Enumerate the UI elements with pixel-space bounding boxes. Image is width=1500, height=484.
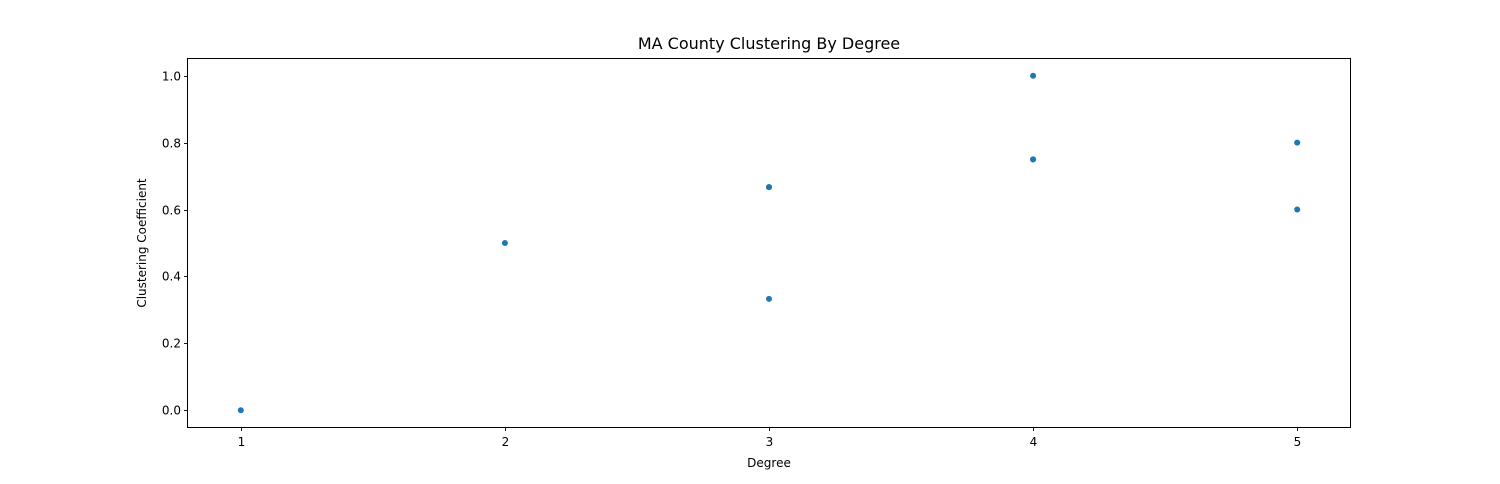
data-point (1030, 156, 1037, 163)
x-tick-label: 3 (766, 435, 774, 449)
x-axis-label: Degree (747, 456, 791, 470)
data-point (1294, 206, 1301, 213)
plot-frame (187, 58, 1351, 428)
data-point (1294, 139, 1301, 146)
chart-title: MA County Clustering By Degree (638, 34, 900, 53)
data-point (766, 295, 772, 302)
data-point (237, 407, 244, 414)
data-point (1030, 72, 1037, 79)
data-point (501, 240, 508, 246)
y-axis-ticks: 0.0 0.2 0.4 0.6 0.8 1.0 (162, 70, 188, 418)
x-tick-label: 2 (502, 435, 510, 449)
x-tick-label: 4 (1030, 435, 1038, 449)
data-points-layer (237, 72, 1301, 414)
y-tick-label: 0.4 (162, 270, 181, 284)
x-axis-ticks: 1 2 3 4 5 (238, 427, 1302, 449)
y-tick-label: 0.6 (162, 204, 181, 218)
chart-title-group: MA County Clustering By Degree (638, 34, 900, 53)
y-tick-label: 0.0 (162, 404, 181, 418)
y-axis-label: Clustering Coefficient (135, 178, 149, 308)
y-tick-label: 0.2 (162, 337, 181, 351)
data-point (766, 184, 772, 191)
x-tick-label: 1 (238, 435, 246, 449)
y-tick-label: 0.8 (162, 137, 181, 151)
y-tick-label: 1.0 (162, 70, 181, 84)
x-tick-label: 5 (1294, 435, 1302, 449)
